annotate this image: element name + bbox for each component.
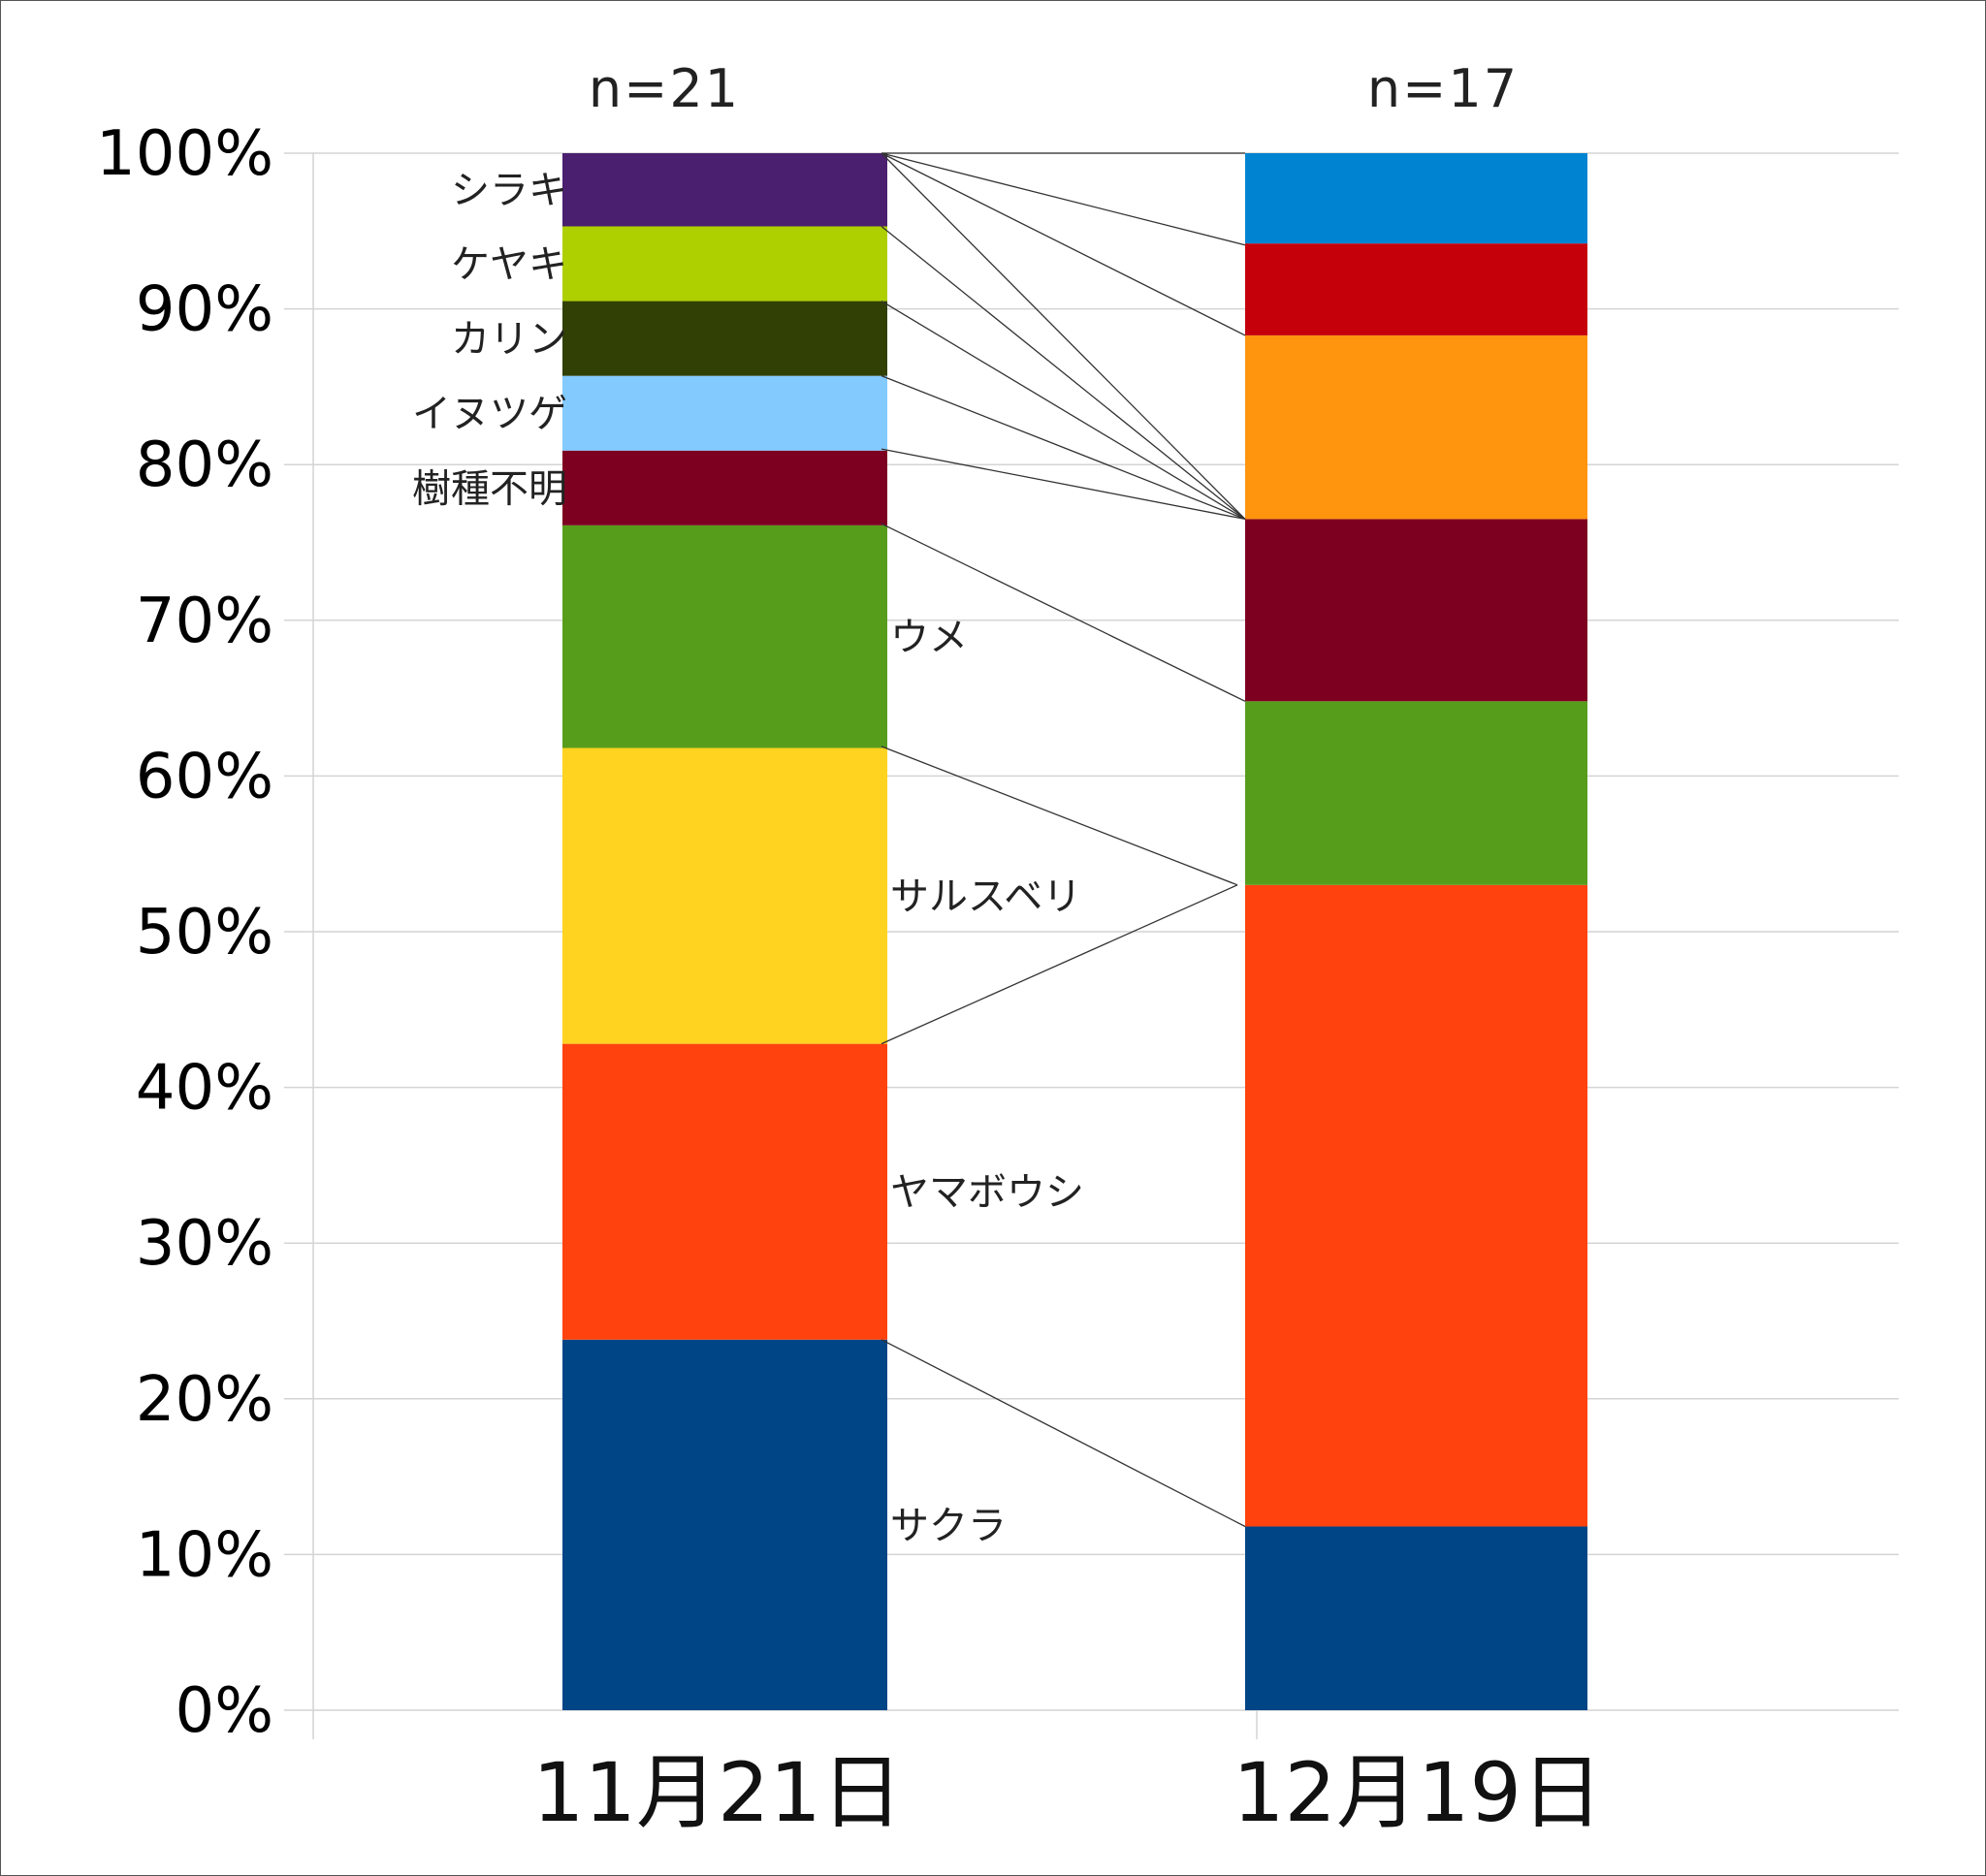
bar-segment (562, 153, 887, 227)
bar-segment (1245, 701, 1587, 885)
connector-line (881, 225, 1246, 520)
sample-size-label: n=21 (589, 58, 740, 119)
y-tick-label: 0% (175, 1675, 273, 1747)
connector-line (881, 884, 1238, 1045)
connector-line (881, 152, 1246, 246)
connector-line (881, 375, 1246, 521)
bar-segment (1245, 1526, 1587, 1710)
y-tick-label: 60% (136, 741, 273, 812)
y-tick-label: 90% (136, 274, 273, 346)
segment-label: サルスベリ (890, 874, 1081, 919)
segment-label: ヤマボウシ (890, 1170, 1084, 1215)
bar-segment (562, 1043, 887, 1340)
y-tick-label: 80% (136, 429, 273, 501)
segment-label: シラキ (451, 169, 567, 213)
bar-segment (562, 450, 887, 525)
bar-segment (562, 525, 887, 748)
connector-line (881, 152, 1246, 520)
bar-segment (562, 301, 887, 376)
labels: 0% 10% 20% 30% 40% 50% 60% 70% 80% 90% 100% サクラ ヤマボウ… (96, 58, 1603, 1840)
y-tick-label: 50% (136, 897, 273, 969)
bar-segment (562, 375, 887, 451)
segment-label: ウメ (890, 616, 968, 660)
y-tick-label: 70% (136, 586, 273, 657)
bar-segment (1245, 519, 1587, 702)
connector-line (881, 1339, 1246, 1528)
y-tick-label: 100% (96, 118, 273, 190)
bar-segment (1245, 153, 1587, 244)
connector-line (881, 301, 1246, 520)
connector-line (881, 448, 1246, 521)
sample-size-label: n=17 (1367, 58, 1519, 119)
bar-segment (562, 747, 887, 1044)
bar-segment (1245, 334, 1587, 520)
y-tick-label: 20% (136, 1364, 273, 1436)
connector-lines (881, 152, 1246, 1528)
y-tick-label: 40% (136, 1053, 273, 1125)
bar-segment (562, 1339, 887, 1710)
x-category-label: 12月19日 (1233, 1745, 1603, 1840)
y-tick-label: 30% (136, 1208, 273, 1280)
bars (562, 153, 1587, 1710)
segment-label: 樹種不明 (412, 466, 567, 511)
connector-line (881, 152, 1246, 336)
segment-label: サクラ (890, 1504, 1007, 1548)
segment-label: イヌツゲ (412, 392, 567, 436)
gridlines (284, 152, 1899, 1739)
bar-segment (1245, 243, 1587, 335)
connector-line (881, 746, 1238, 886)
x-category-label: 11月21日 (532, 1745, 903, 1840)
connector-line (881, 523, 1246, 702)
y-tick-label: 10% (136, 1519, 273, 1591)
bar-segment (1245, 884, 1587, 1527)
segment-label: ケヤキ (451, 242, 567, 287)
segment-label: カリン (451, 317, 567, 362)
bar-segment (562, 226, 887, 302)
